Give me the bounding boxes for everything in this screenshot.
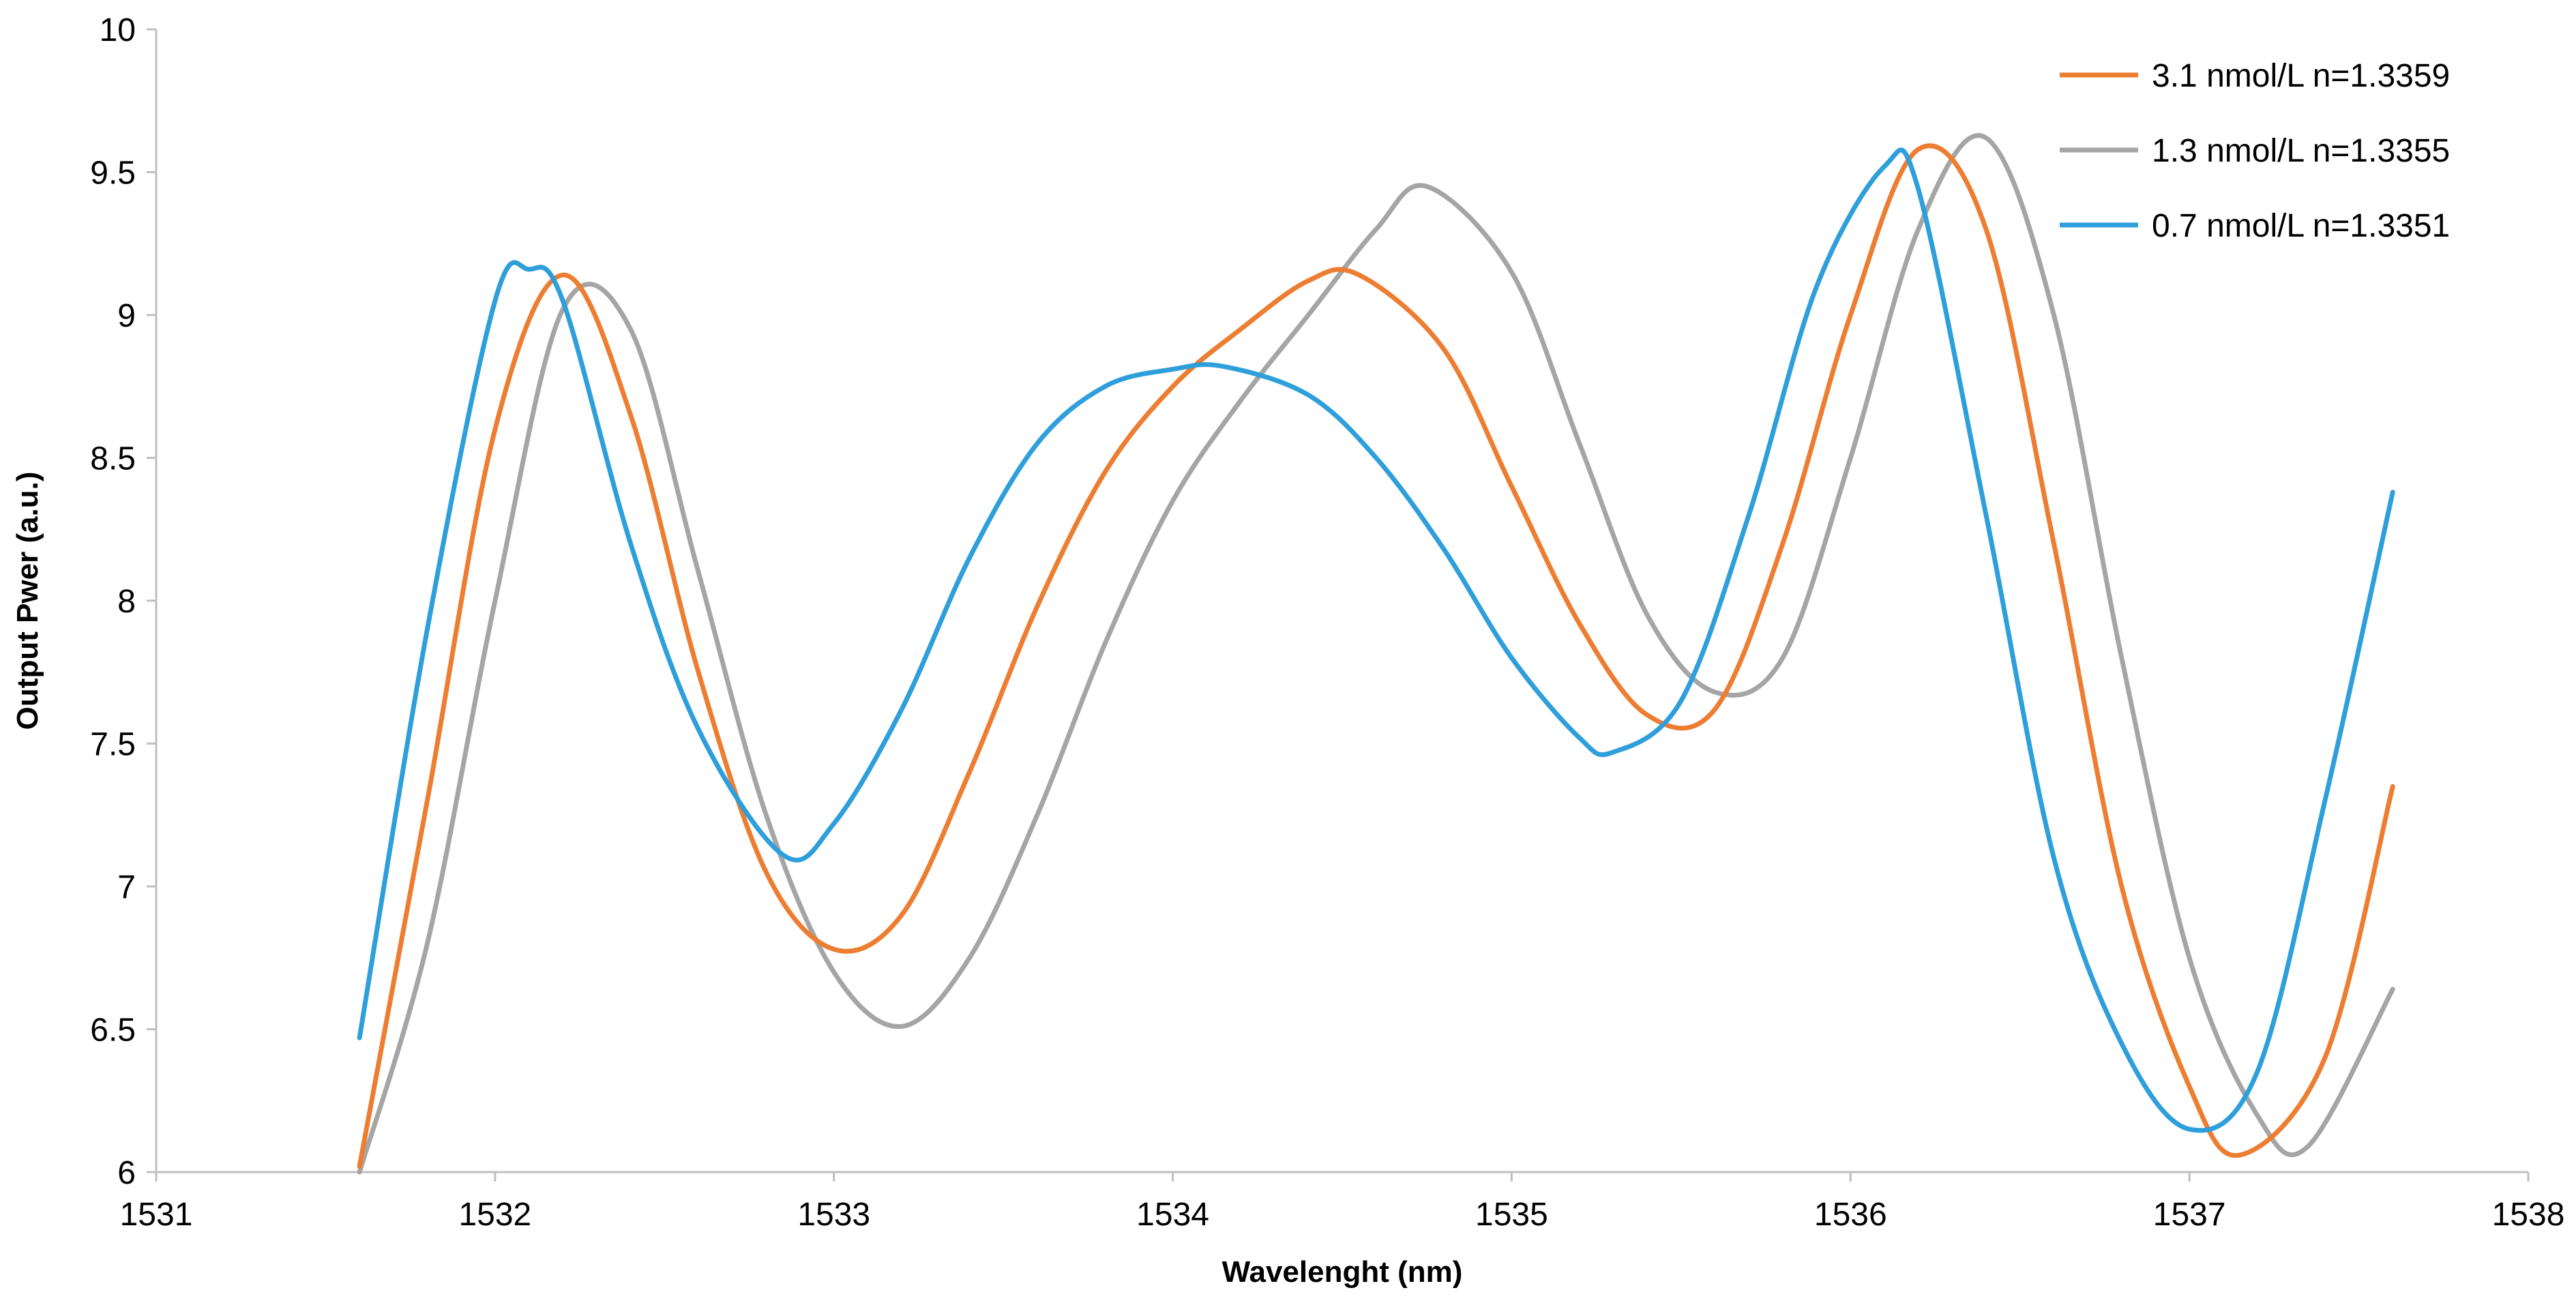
x-tick-label: 1532 [458,1197,531,1233]
x-tick-label: 1533 [797,1197,870,1233]
series-line-1 [357,133,2395,1175]
legend-label: 3.1 nmol/L n=1.3359 [2152,58,2450,94]
x-tick-label: 1538 [2492,1197,2565,1233]
y-tick-label: 8.5 [90,441,136,477]
x-tick-label: 1531 [120,1197,193,1233]
legend: 3.1 nmol/L n=1.3359 1.3 nmol/L n=1.3355 0.… [2060,58,2450,244]
y-axis-title: Output Pwer (a.u.) [11,472,44,730]
y-tick-label: 7.5 [90,727,136,763]
x-tick-label: 1534 [1136,1197,1209,1233]
legend-label: 1.3 nmol/L n=1.3355 [2152,133,2450,169]
y-tick-label: 9.5 [90,155,136,192]
legend-label: 0.7 nmol/L n=1.3351 [2152,208,2450,244]
x-tick-label: 1536 [1814,1197,1887,1233]
x-tick-label: 1535 [1475,1197,1548,1233]
y-tick-label: 10 [100,12,136,48]
series-line-2 [357,147,2395,1133]
y-tick-label: 7 [117,869,136,905]
x-axis-ticks: 1531 1532 1533 1534 1535 1536 1537 1538 [120,1172,2565,1233]
series-line-0 [357,143,2395,1169]
x-axis-title: Wavelenght (nm) [1222,1255,1463,1289]
y-tick-label: 9 [117,298,136,334]
y-tick-label: 6.5 [90,1013,136,1049]
x-tick-label: 1537 [2153,1197,2226,1233]
y-tick-label: 8 [117,584,136,620]
y-tick-label: 6 [117,1155,136,1191]
y-axis-ticks: 6 6.5 7 7.5 8 8.5 9 9.5 10 [90,12,156,1191]
series-lines [357,133,2395,1175]
